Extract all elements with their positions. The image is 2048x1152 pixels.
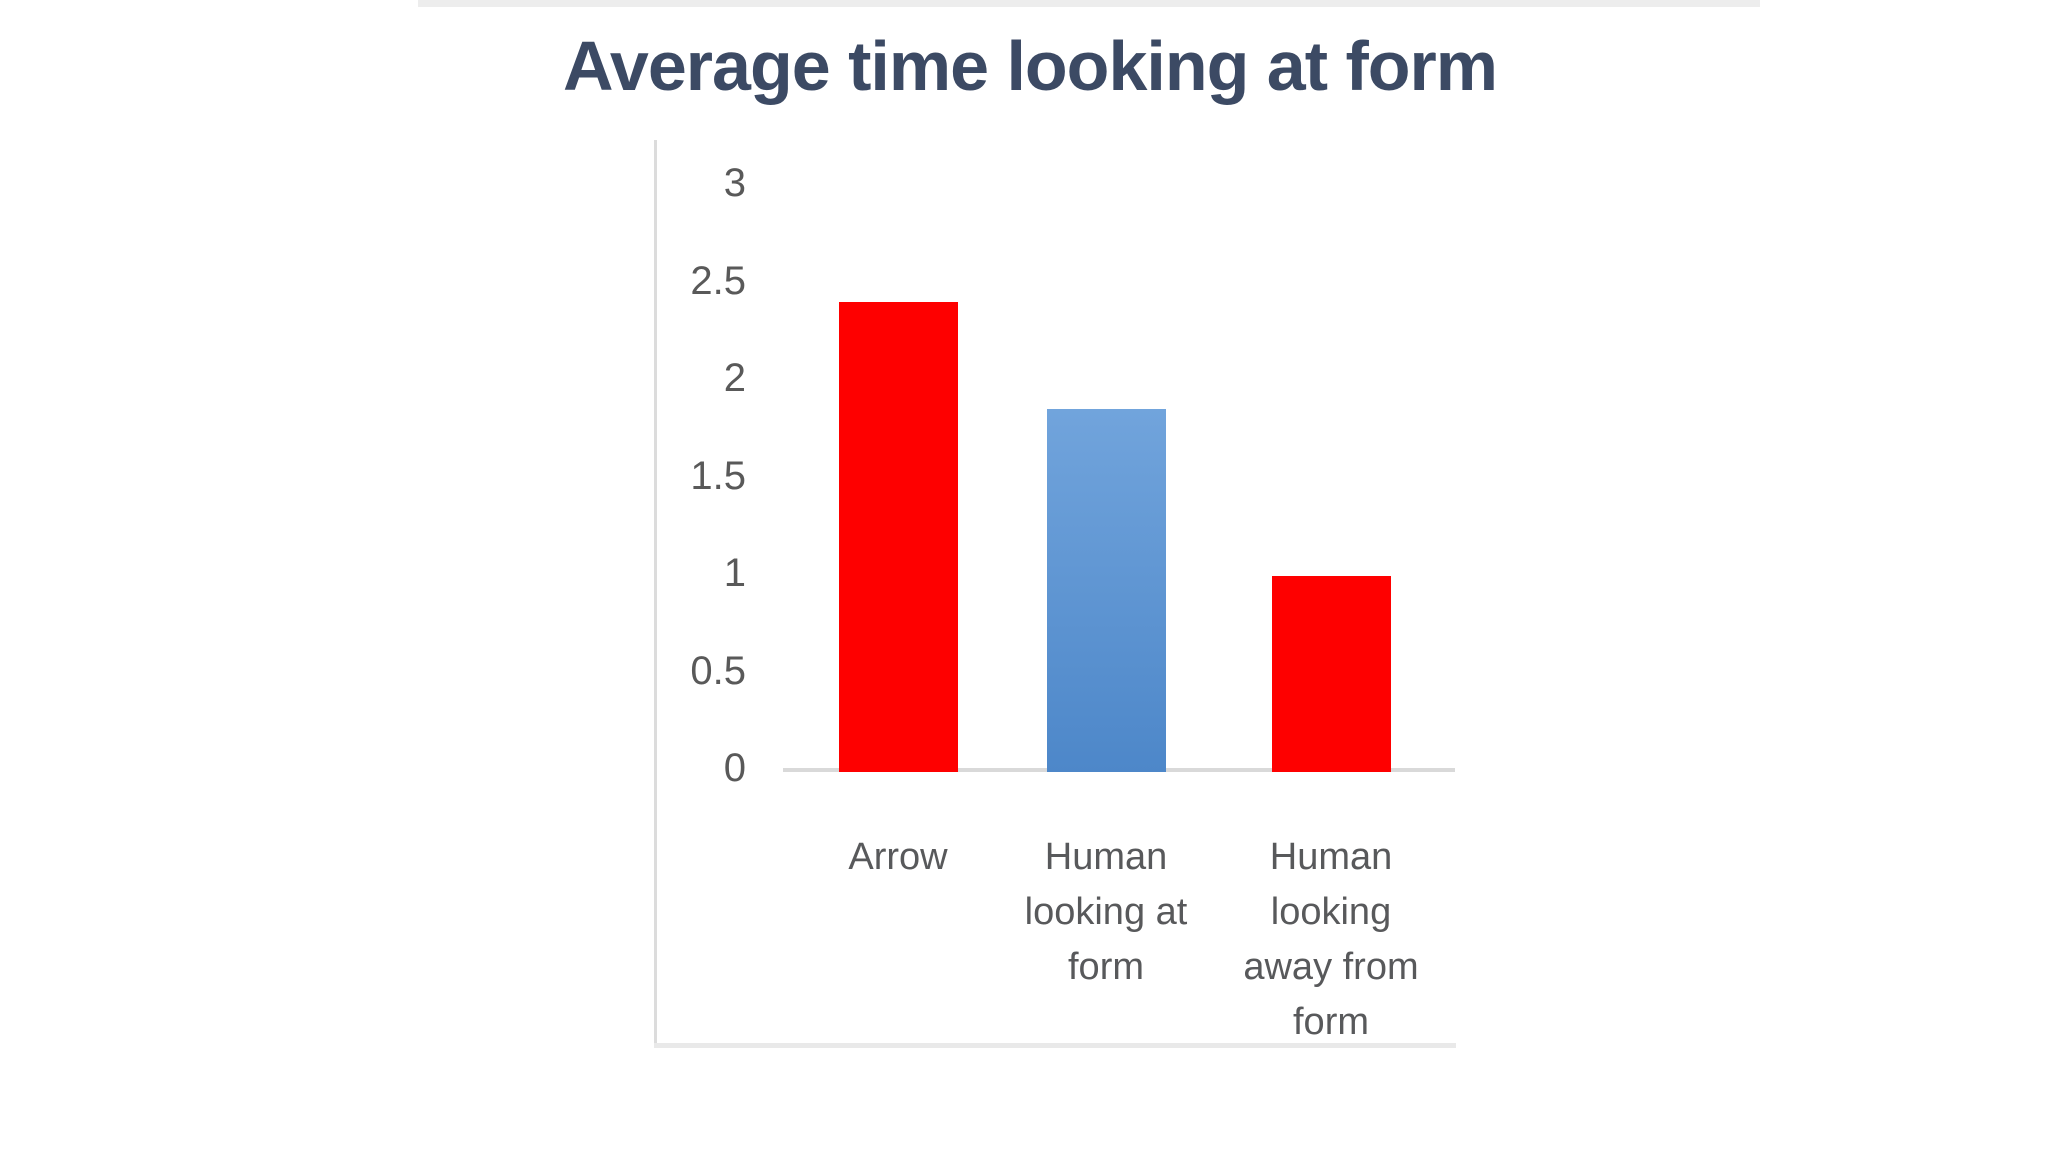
- chart-bottom-border: [654, 1043, 1456, 1048]
- y-tick-label-2: 2: [723, 356, 746, 400]
- x-category-label-arrow: Arrow: [848, 836, 948, 878]
- x-category-label-human-looking-away-from-form: Human looking away from form: [1243, 836, 1419, 1043]
- y-tick-label-0.5: 0.5: [690, 648, 746, 693]
- bar-human-looking-at-form: [1046, 409, 1166, 772]
- window-top-edge-line: [418, 0, 1760, 7]
- bar-human-looking-away-from-form: [1271, 576, 1391, 772]
- y-tick-label-3: 3: [723, 161, 746, 205]
- y-tick-label-1: 1: [723, 551, 746, 595]
- y-tick-label-1.5: 1.5: [690, 453, 746, 498]
- y-tick-label-0: 0: [723, 746, 746, 790]
- chart-title: Average time looking at form: [562, 27, 1498, 105]
- x-category-label-human-looking-at-form: Human looking at form: [1024, 836, 1188, 988]
- y-tick-label-2.5: 2.5: [690, 258, 746, 303]
- bar-arrow: [838, 302, 958, 772]
- chart-left-border: [654, 140, 657, 1048]
